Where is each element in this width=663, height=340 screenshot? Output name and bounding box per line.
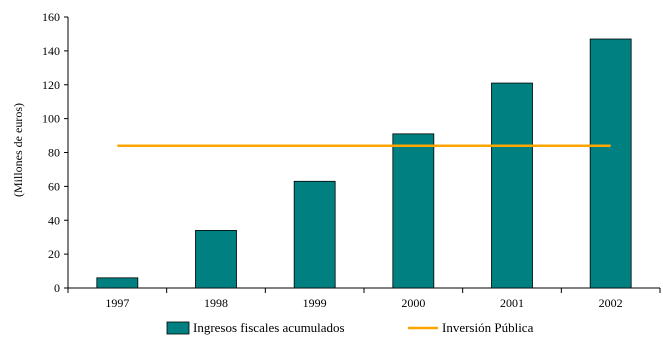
y-axis-label: (Millones de euros)	[11, 103, 25, 197]
bar-2002	[589, 38, 632, 289]
x-tick-label: 2001	[500, 296, 524, 310]
bar-1997	[96, 277, 139, 289]
legend-swatch-ingresos	[166, 321, 190, 335]
y-tick-label: 140	[42, 44, 60, 58]
y-tick-label: 80	[48, 146, 60, 160]
x-tick-label: 2002	[599, 296, 623, 310]
x-tick-label: 1998	[204, 296, 228, 310]
legend-label-inversion: Inversión Pública	[442, 320, 534, 335]
y-tick-label: 60	[48, 179, 60, 193]
x-tick-label: 2000	[401, 296, 425, 310]
bar-1998	[195, 230, 237, 289]
y-tick-label: 120	[42, 78, 60, 92]
x-tick-label: 1997	[105, 296, 129, 310]
y-tick-label: 160	[42, 10, 60, 24]
x-tick-label: 1999	[303, 296, 327, 310]
legend-label-ingresos: Ingresos fiscales acumulados	[193, 320, 345, 335]
legend: Ingresos fiscales acumulados Inversión P…	[166, 320, 534, 335]
bar-2000	[392, 133, 435, 289]
bar-1999	[293, 180, 336, 289]
y-tick-label: 20	[48, 247, 60, 261]
plot-area: 0 20 40 60 80 100 120 140 160 1997 1998 1999 2000 200…	[42, 10, 661, 310]
y-tick-label: 0	[54, 281, 60, 295]
y-tick-label: 40	[48, 213, 60, 227]
bar-2001	[491, 82, 533, 289]
y-tick-label: 100	[42, 112, 60, 126]
